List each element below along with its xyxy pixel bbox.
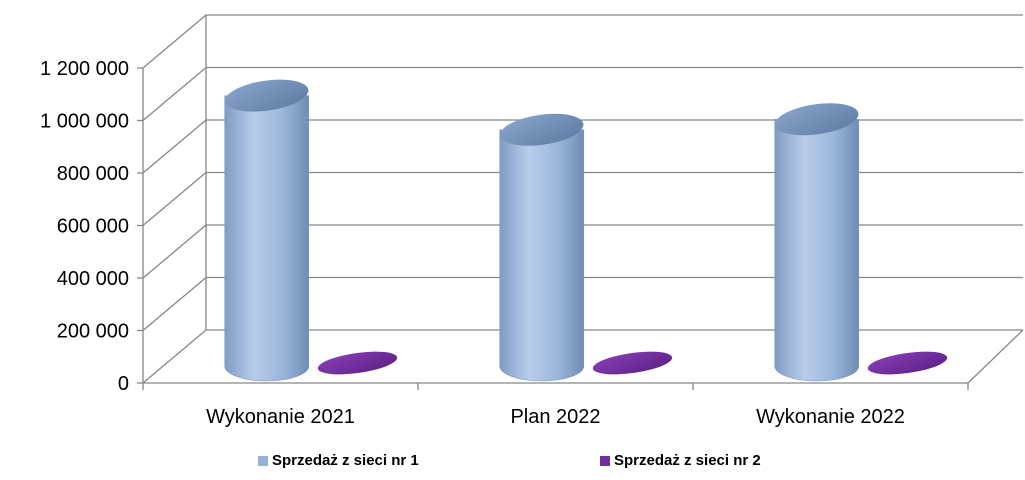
legend-item-series-1: Sprzedaż z sieci nr 1 bbox=[258, 452, 419, 469]
legend-swatch-series-2 bbox=[600, 455, 610, 466]
chart-3d-cylinder: 0 200 000 400 000 600 000 800 000 1 000 000 1 … bbox=[40, 14, 1024, 428]
legend-swatch-series-1 bbox=[258, 455, 268, 466]
y-tick-label: 0 bbox=[118, 373, 129, 395]
y-tick-label: 800 000 bbox=[57, 163, 129, 185]
y-tick-label: 1 000 000 bbox=[40, 111, 129, 133]
bar-top-series-1-2 bbox=[775, 103, 859, 136]
y-tick-label: 200 000 bbox=[57, 321, 129, 343]
bar-series-1-0 bbox=[224, 95, 310, 382]
x-category-label: Plan 2022 bbox=[510, 406, 600, 428]
legend: Sprzedaż z sieci nr 1 Sprzedaż z sieci n… bbox=[0, 452, 1025, 476]
bar-top-series-1-0 bbox=[225, 79, 309, 112]
y-tick-label: 400 000 bbox=[57, 268, 129, 290]
gridline bbox=[142, 14, 1023, 69]
bar-series-2-1 bbox=[592, 351, 673, 375]
bar-top-series-1-1 bbox=[500, 113, 584, 146]
bar-series-1-2 bbox=[774, 118, 860, 382]
bar-series-1-1 bbox=[499, 129, 585, 382]
x-category-label: Wykonanie 2021 bbox=[206, 406, 355, 428]
axes bbox=[137, 15, 1024, 390]
bars bbox=[224, 79, 948, 382]
legend-label-series-1: Sprzedaż z sieci nr 1 bbox=[272, 452, 419, 469]
legend-label-series-2: Sprzedaż z sieci nr 2 bbox=[614, 452, 761, 469]
floor-right-edge bbox=[967, 329, 1024, 384]
bar-series-2-2 bbox=[867, 351, 948, 375]
y-tick-label: 1 200 000 bbox=[40, 58, 129, 80]
x-axis-categories: Wykonanie 2021 Plan 2022 Wykonanie 2022 bbox=[206, 406, 905, 428]
x-category-label: Wykonanie 2022 bbox=[756, 406, 905, 428]
y-axis-ticks: 0 200 000 400 000 600 000 800 000 1 000 000 1 … bbox=[40, 58, 129, 395]
bar-series-2-0 bbox=[317, 351, 398, 375]
legend-item-series-2: Sprzedaż z sieci nr 2 bbox=[600, 452, 761, 469]
y-tick-label: 600 000 bbox=[57, 216, 129, 238]
